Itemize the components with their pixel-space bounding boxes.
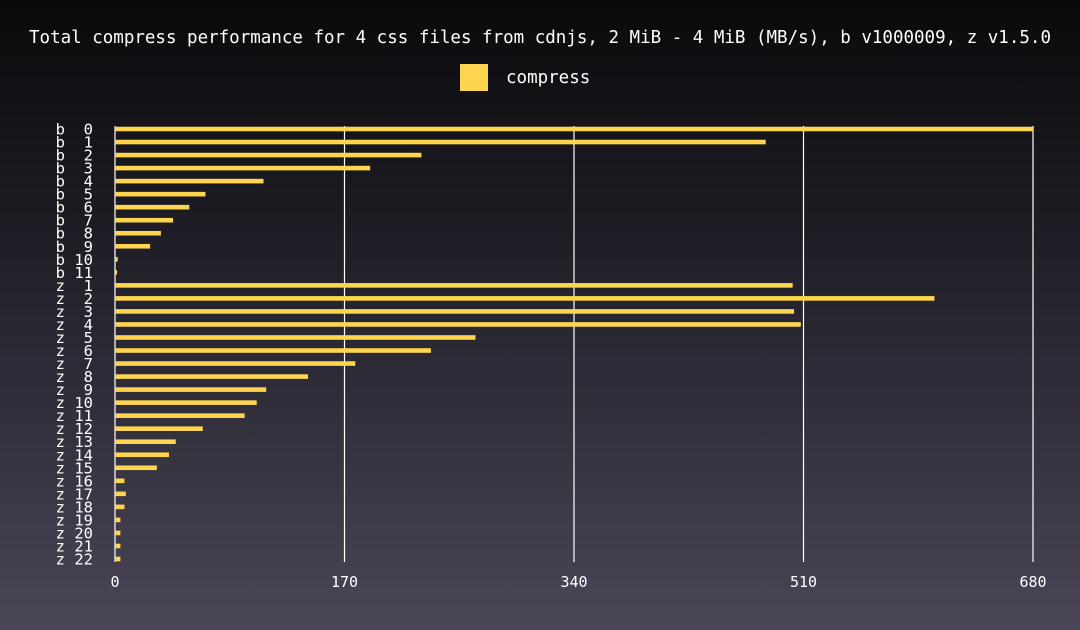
- x-tick-label: 340: [560, 573, 587, 591]
- y-tick-label: z 11: [56, 407, 93, 425]
- y-tick-label: b 10: [56, 251, 93, 269]
- bar: [115, 191, 206, 197]
- y-tick-label: z 12: [56, 420, 93, 438]
- bar: [115, 465, 157, 471]
- bar: [115, 517, 121, 523]
- y-tick-label: b 4: [56, 173, 93, 191]
- y-tick-label: z 18: [56, 498, 93, 516]
- y-tick-label: b 0: [56, 121, 93, 139]
- bar: [115, 374, 309, 379]
- bar: [115, 335, 476, 340]
- x-tick-label: 170: [331, 573, 358, 591]
- y-tick-label: b 9: [56, 238, 93, 256]
- bar: [115, 322, 801, 327]
- bar: [115, 165, 371, 171]
- y-tick-label: z 17: [56, 485, 93, 503]
- x-tick-label: 0: [110, 573, 119, 591]
- bar: [115, 126, 1033, 132]
- chart-title: Total compress performance for 4 css fil…: [29, 28, 1051, 48]
- y-tick-label: z 19: [56, 511, 93, 529]
- bar: [115, 491, 126, 497]
- bar: [115, 452, 169, 458]
- x-tick-label: 510: [790, 573, 817, 591]
- y-tick-label: z 8: [56, 368, 93, 386]
- y-tick-label: z 4: [56, 316, 93, 334]
- y-tick-label: b 2: [56, 147, 93, 165]
- bar: [115, 152, 422, 158]
- x-tick-label: 680: [1019, 573, 1046, 591]
- bar: [115, 217, 174, 223]
- y-tick-label: z 7: [56, 355, 93, 373]
- bar: [115, 348, 431, 353]
- bar: [115, 230, 161, 236]
- y-tick-label: b 11: [56, 264, 93, 282]
- bar: [115, 270, 118, 275]
- y-tick-label: z 21: [56, 537, 93, 555]
- legend: compress: [460, 64, 590, 91]
- bar: [115, 283, 793, 288]
- y-tick-label: z 22: [56, 551, 93, 569]
- y-tick-label: z 6: [56, 342, 93, 360]
- y-tick-label: b 7: [56, 212, 93, 230]
- bar: [115, 243, 151, 249]
- bar: [115, 400, 257, 405]
- bar: [115, 478, 125, 484]
- y-tick-label: z 14: [56, 446, 93, 464]
- bar: [115, 309, 795, 314]
- y-tick-label: z 13: [56, 433, 93, 451]
- bar: [115, 426, 203, 431]
- bar: [115, 296, 935, 301]
- bar: [115, 413, 245, 418]
- bar: [115, 361, 356, 366]
- y-tick-label: z 3: [56, 303, 93, 321]
- bar: [115, 543, 121, 549]
- bar: [115, 178, 264, 184]
- bar: [115, 387, 267, 392]
- bar: [115, 530, 121, 536]
- bar: [115, 257, 118, 262]
- bar: [115, 439, 176, 445]
- y-tick-label: b 8: [56, 225, 93, 243]
- y-tick-label: z 10: [56, 394, 93, 412]
- bar: [115, 204, 190, 210]
- y-tick-label: b 5: [56, 186, 93, 204]
- legend-label: compress: [506, 67, 591, 88]
- y-tick-label: b 1: [56, 134, 93, 152]
- y-tick-label: z 16: [56, 472, 93, 490]
- legend-swatch: [460, 64, 488, 91]
- y-tick-label: z 20: [56, 524, 93, 542]
- bar: [115, 556, 121, 562]
- y-tick-label: b 3: [56, 160, 93, 178]
- y-tick-label: b 6: [56, 199, 93, 217]
- y-tick-label: z 9: [56, 381, 93, 399]
- bar: [115, 504, 125, 510]
- bar: [115, 139, 766, 145]
- y-tick-label: z 1: [56, 277, 93, 295]
- y-tick-label: z 2: [56, 290, 93, 308]
- y-tick-label: z 5: [56, 329, 93, 347]
- y-tick-label: z 15: [56, 459, 93, 477]
